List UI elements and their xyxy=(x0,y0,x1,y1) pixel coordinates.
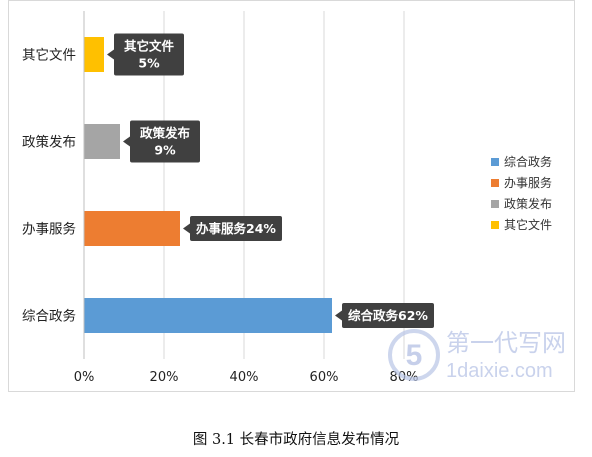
bars xyxy=(84,37,332,333)
legend-swatch xyxy=(491,158,499,166)
data-label-pointer xyxy=(183,223,190,234)
watermark: 5 第一代写网 1daixie.com xyxy=(388,325,588,389)
watermark-logo-text: 5 xyxy=(406,339,423,372)
data-label: 其它文件 xyxy=(124,39,175,54)
data-label-pointer xyxy=(123,136,130,147)
bar xyxy=(84,298,332,333)
x-tick-label: 0% xyxy=(74,370,95,385)
data-label-pointer xyxy=(107,49,114,60)
legend-label: 综合政务 xyxy=(504,154,552,169)
x-tick-label: 60% xyxy=(310,370,339,385)
category-label: 其它文件 xyxy=(22,47,76,64)
category-label: 办事服务 xyxy=(22,222,76,238)
legend-label: 其它文件 xyxy=(504,217,552,232)
data-label: 政策发布 xyxy=(140,126,191,141)
legend-label: 政策发布 xyxy=(504,196,552,211)
bar xyxy=(84,211,180,246)
legend-swatch xyxy=(491,179,499,187)
bar xyxy=(84,37,104,72)
data-label-pointer xyxy=(335,310,342,321)
legend-swatch xyxy=(491,200,499,208)
watermark-logo-icon: 5 第一代写网 1daixie.com xyxy=(388,329,566,382)
data-label: 5% xyxy=(138,56,160,71)
data-label-box xyxy=(342,303,434,328)
data-labels: 其它文件 5% 政策发布 9% 办事服务24% 综合政务62% xyxy=(107,33,434,328)
data-label-box xyxy=(190,216,282,241)
legend-label: 办事服务 xyxy=(504,175,552,190)
data-label: 综合政务62% xyxy=(348,308,428,323)
data-label: 办事服务24% xyxy=(196,221,276,236)
category-label: 政策发布 xyxy=(22,134,76,151)
category-label: 综合政务 xyxy=(22,309,76,325)
bar xyxy=(84,124,120,159)
watermark-url: 1daixie.com xyxy=(446,360,553,382)
data-label-box xyxy=(130,120,200,163)
data-label: 9% xyxy=(154,143,176,158)
x-tick-label: 20% xyxy=(150,370,179,385)
chart-frame: 0% 20% 40% 60% 80% 其它文件 政策发布 办事服务 综合政务 其它文件 5% 政策发… xyxy=(8,0,575,392)
legend-swatch xyxy=(491,221,499,229)
x-tick-label: 40% xyxy=(230,370,259,385)
data-label-box xyxy=(114,33,184,76)
watermark-brand: 第一代写网 xyxy=(446,329,566,357)
figure-caption: 图 3.1 长春市政府信息发布情况 xyxy=(192,432,400,448)
